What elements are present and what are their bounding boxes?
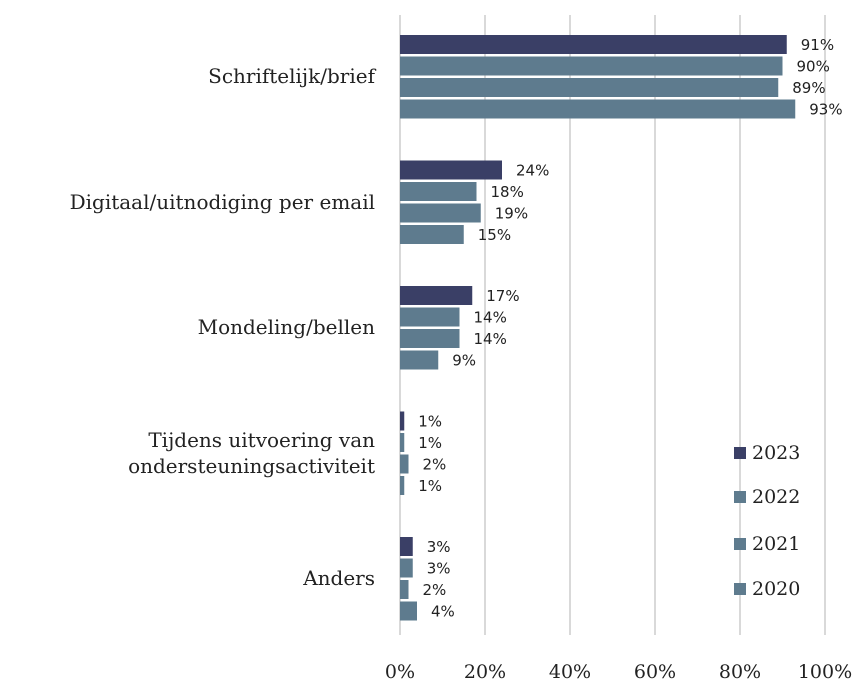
bar [400, 411, 405, 431]
x-tick-label: 40% [549, 661, 591, 683]
bar [400, 537, 413, 556]
bar [400, 78, 779, 97]
legend-swatch [734, 491, 746, 503]
value-label: 14% [474, 330, 507, 348]
category-label: Anders [303, 566, 375, 590]
legend-label: 2022 [752, 486, 800, 508]
x-tick-label: 80% [719, 661, 761, 683]
bar [400, 35, 787, 54]
value-label: 1% [418, 413, 442, 431]
legend-swatch [734, 538, 746, 550]
bar [400, 476, 405, 495]
bar [400, 433, 405, 452]
bar [400, 601, 417, 621]
x-tick-label: 0% [385, 661, 415, 683]
value-label: 2% [423, 581, 447, 599]
bar [400, 203, 481, 223]
bar [400, 454, 409, 474]
bar [400, 225, 464, 244]
bar [400, 350, 439, 370]
value-label: 90% [797, 58, 830, 76]
value-label: 4% [431, 603, 455, 621]
bar [400, 182, 477, 201]
value-label: 17% [486, 287, 519, 305]
value-label: 93% [809, 101, 842, 119]
value-label: 91% [801, 36, 834, 54]
category-label: Mondeling/bellen [197, 315, 375, 339]
value-label: 2% [423, 456, 447, 474]
bar [400, 329, 460, 348]
legend-label: 2021 [752, 533, 800, 555]
bar [400, 160, 502, 180]
value-label: 15% [478, 226, 511, 244]
legend-label: 2020 [752, 578, 800, 600]
bar [400, 99, 796, 119]
legend-swatch [734, 583, 746, 595]
value-label: 19% [495, 205, 528, 223]
value-label: 89% [792, 79, 825, 97]
value-label: 1% [418, 477, 442, 495]
value-label: 18% [491, 183, 524, 201]
category-label: Schriftelijk/brief [208, 64, 375, 88]
value-label: 3% [427, 560, 451, 578]
x-tick-label: 60% [634, 661, 676, 683]
bar [400, 286, 473, 305]
value-label: 24% [516, 162, 549, 180]
x-tick-label: 20% [464, 661, 506, 683]
value-label: 3% [427, 538, 451, 556]
category-label: Digitaal/uitnodiging per email [69, 189, 375, 214]
bar [400, 56, 783, 76]
bar [400, 307, 460, 327]
legend-label: 2023 [752, 442, 800, 464]
value-label: 9% [452, 352, 476, 370]
category-label: Tijdens uitvoering van ondersteuningsact… [128, 427, 375, 478]
bar [400, 558, 413, 578]
bar [400, 580, 409, 599]
value-label: 14% [474, 309, 507, 327]
value-label: 1% [418, 434, 442, 452]
legend-swatch [734, 447, 746, 459]
x-tick-label: 100% [798, 661, 852, 683]
